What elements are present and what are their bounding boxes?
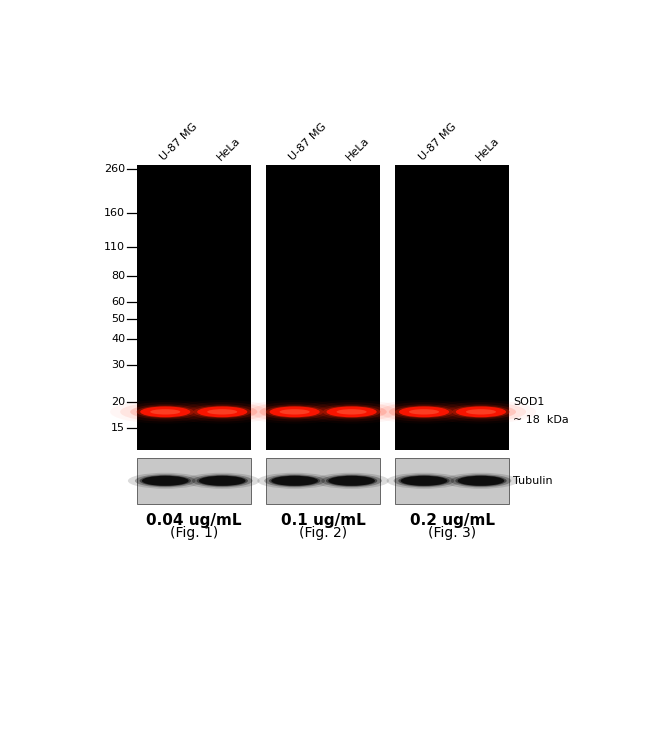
Text: SOD1: SOD1 bbox=[514, 397, 545, 407]
Ellipse shape bbox=[328, 476, 375, 486]
Ellipse shape bbox=[443, 473, 518, 489]
Ellipse shape bbox=[394, 474, 454, 487]
Ellipse shape bbox=[140, 407, 190, 417]
Ellipse shape bbox=[466, 409, 496, 415]
Ellipse shape bbox=[436, 402, 526, 421]
Text: Tubulin: Tubulin bbox=[514, 476, 553, 486]
Ellipse shape bbox=[399, 407, 449, 417]
Ellipse shape bbox=[187, 404, 257, 419]
Ellipse shape bbox=[450, 474, 512, 487]
Ellipse shape bbox=[456, 407, 506, 417]
Ellipse shape bbox=[194, 406, 251, 418]
Ellipse shape bbox=[185, 473, 259, 489]
Ellipse shape bbox=[379, 402, 469, 421]
Ellipse shape bbox=[128, 473, 203, 489]
Ellipse shape bbox=[140, 476, 191, 487]
Ellipse shape bbox=[337, 409, 367, 415]
Ellipse shape bbox=[192, 474, 253, 487]
Text: 80: 80 bbox=[111, 271, 125, 281]
Text: 50: 50 bbox=[111, 314, 125, 324]
Ellipse shape bbox=[452, 406, 510, 418]
Text: HeLa: HeLa bbox=[215, 136, 242, 163]
Ellipse shape bbox=[321, 474, 382, 487]
Text: HeLa: HeLa bbox=[344, 136, 372, 163]
Ellipse shape bbox=[136, 406, 194, 418]
Ellipse shape bbox=[257, 473, 332, 489]
Text: (Fig. 3): (Fig. 3) bbox=[428, 526, 476, 540]
Text: 40: 40 bbox=[111, 334, 125, 344]
Ellipse shape bbox=[326, 476, 377, 487]
Ellipse shape bbox=[323, 406, 380, 418]
Ellipse shape bbox=[120, 402, 211, 421]
Ellipse shape bbox=[314, 473, 389, 489]
Ellipse shape bbox=[455, 476, 506, 487]
Ellipse shape bbox=[207, 409, 237, 415]
Bar bbox=[266, 458, 380, 504]
Ellipse shape bbox=[142, 476, 188, 486]
Text: 60: 60 bbox=[111, 297, 125, 308]
Text: 0.04 ug/mL: 0.04 ug/mL bbox=[146, 513, 242, 528]
Text: U-87 MG: U-87 MG bbox=[417, 122, 458, 163]
Text: (Fig. 1): (Fig. 1) bbox=[170, 526, 218, 540]
Ellipse shape bbox=[266, 406, 324, 418]
Text: U-87 MG: U-87 MG bbox=[287, 122, 329, 163]
Ellipse shape bbox=[326, 407, 377, 417]
Ellipse shape bbox=[446, 404, 516, 419]
Ellipse shape bbox=[398, 476, 450, 487]
Bar bbox=[136, 165, 251, 450]
Ellipse shape bbox=[307, 402, 396, 421]
Text: ~ 18  kDa: ~ 18 kDa bbox=[514, 415, 569, 425]
Ellipse shape bbox=[265, 474, 325, 487]
Ellipse shape bbox=[197, 407, 247, 417]
Text: 110: 110 bbox=[104, 242, 125, 252]
Text: 0.2 ug/mL: 0.2 ug/mL bbox=[410, 513, 495, 528]
Ellipse shape bbox=[130, 404, 200, 419]
Ellipse shape bbox=[409, 409, 439, 415]
Bar bbox=[266, 165, 380, 450]
Ellipse shape bbox=[400, 476, 447, 486]
Ellipse shape bbox=[317, 404, 387, 419]
Ellipse shape bbox=[269, 476, 320, 487]
Ellipse shape bbox=[395, 406, 453, 418]
Text: HeLa: HeLa bbox=[474, 136, 501, 163]
Bar bbox=[136, 458, 251, 504]
Ellipse shape bbox=[135, 474, 196, 487]
Bar bbox=[395, 458, 510, 504]
Ellipse shape bbox=[250, 402, 340, 421]
Text: 260: 260 bbox=[104, 164, 125, 174]
Text: U-87 MG: U-87 MG bbox=[158, 122, 200, 163]
Bar bbox=[395, 165, 510, 450]
Text: 20: 20 bbox=[111, 397, 125, 407]
Ellipse shape bbox=[177, 402, 267, 421]
Ellipse shape bbox=[458, 476, 504, 486]
Ellipse shape bbox=[389, 404, 459, 419]
Text: 0.1 ug/mL: 0.1 ug/mL bbox=[281, 513, 365, 528]
Text: 30: 30 bbox=[111, 360, 125, 371]
Text: 15: 15 bbox=[111, 424, 125, 433]
Text: (Fig. 2): (Fig. 2) bbox=[299, 526, 347, 540]
Ellipse shape bbox=[270, 407, 320, 417]
Text: 160: 160 bbox=[104, 208, 125, 218]
Ellipse shape bbox=[259, 404, 330, 419]
Ellipse shape bbox=[199, 476, 246, 486]
Ellipse shape bbox=[271, 476, 318, 486]
Ellipse shape bbox=[280, 409, 309, 415]
Ellipse shape bbox=[196, 476, 248, 487]
Ellipse shape bbox=[150, 409, 180, 415]
Ellipse shape bbox=[387, 473, 462, 489]
